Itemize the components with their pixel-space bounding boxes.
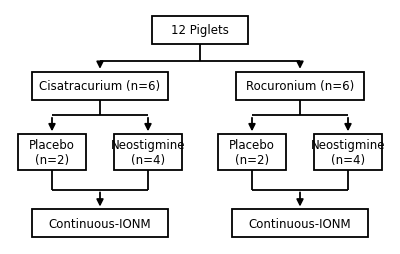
Text: Rocuronium (n=6): Rocuronium (n=6) [246, 80, 354, 93]
Text: Neostigmine
(n=4): Neostigmine (n=4) [311, 138, 385, 166]
Text: Neostigmine
(n=4): Neostigmine (n=4) [111, 138, 185, 166]
Text: 12 Piglets: 12 Piglets [171, 24, 229, 37]
Text: Continuous-IONM: Continuous-IONM [249, 217, 351, 230]
Text: Placebo
(n=2): Placebo (n=2) [229, 138, 275, 166]
FancyBboxPatch shape [314, 135, 382, 170]
FancyBboxPatch shape [32, 210, 168, 237]
Text: Placebo
(n=2): Placebo (n=2) [29, 138, 75, 166]
FancyBboxPatch shape [232, 210, 368, 237]
Text: Continuous-IONM: Continuous-IONM [49, 217, 151, 230]
FancyBboxPatch shape [32, 72, 168, 100]
FancyBboxPatch shape [114, 135, 182, 170]
Text: Cisatracurium (n=6): Cisatracurium (n=6) [40, 80, 160, 93]
FancyBboxPatch shape [218, 135, 286, 170]
FancyBboxPatch shape [236, 72, 364, 100]
FancyBboxPatch shape [152, 17, 248, 44]
FancyBboxPatch shape [18, 135, 86, 170]
